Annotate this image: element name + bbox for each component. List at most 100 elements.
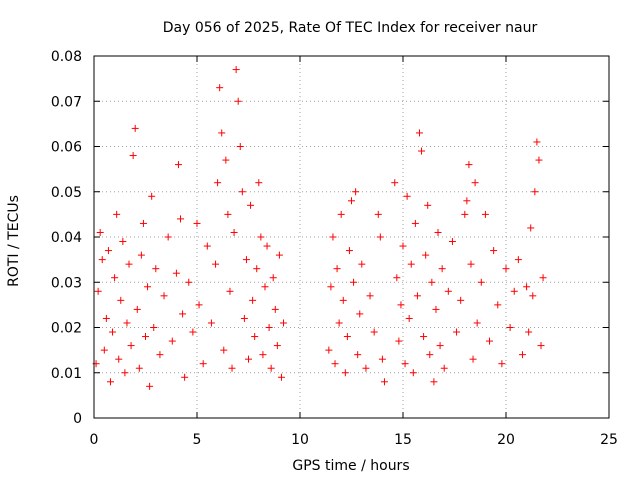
x-tick-label: 10 bbox=[291, 432, 309, 448]
x-axis-label: GPS time / hours bbox=[292, 458, 409, 474]
data-point bbox=[481, 210, 489, 218]
data-point bbox=[148, 192, 156, 200]
data-point bbox=[230, 228, 238, 236]
data-point bbox=[409, 369, 417, 377]
data-point bbox=[374, 210, 382, 218]
data-point bbox=[267, 364, 275, 372]
data-point bbox=[444, 287, 452, 295]
data-point bbox=[131, 124, 139, 132]
y-tick-label: 0.05 bbox=[51, 185, 82, 201]
data-point bbox=[335, 319, 343, 327]
data-point bbox=[362, 364, 370, 372]
data-point bbox=[174, 161, 182, 169]
data-point bbox=[465, 161, 473, 169]
data-point bbox=[432, 305, 440, 313]
data-point bbox=[117, 296, 125, 304]
data-point bbox=[527, 224, 535, 232]
data-point bbox=[224, 210, 232, 218]
data-point bbox=[104, 247, 112, 255]
data-point bbox=[242, 256, 250, 264]
x-tick-label: 20 bbox=[497, 432, 515, 448]
data-point bbox=[380, 378, 388, 386]
y-tick-label: 0.01 bbox=[51, 366, 82, 382]
data-point bbox=[94, 287, 102, 295]
data-point bbox=[100, 346, 108, 354]
data-point bbox=[245, 355, 252, 363]
data-point bbox=[502, 265, 510, 273]
data-point bbox=[471, 179, 479, 187]
grid-lines bbox=[94, 56, 609, 418]
x-axis-ticks: 0 5 10 15 20 25 bbox=[90, 56, 618, 448]
data-point bbox=[514, 256, 522, 264]
data-point bbox=[448, 238, 456, 246]
data-point bbox=[181, 373, 189, 381]
y-tick-label: 0.06 bbox=[51, 140, 82, 156]
data-point bbox=[473, 319, 481, 327]
data-point bbox=[424, 201, 432, 209]
data-point bbox=[123, 319, 131, 327]
data-point bbox=[212, 260, 220, 268]
data-point bbox=[453, 328, 461, 336]
data-point bbox=[354, 351, 362, 359]
data-point bbox=[220, 346, 228, 354]
data-point bbox=[214, 179, 222, 187]
data-point bbox=[177, 215, 185, 223]
data-point bbox=[234, 97, 242, 105]
data-point bbox=[525, 328, 533, 336]
data-point bbox=[218, 129, 226, 137]
data-point bbox=[253, 265, 261, 273]
x-tick-label: 5 bbox=[193, 432, 202, 448]
data-point bbox=[156, 351, 164, 359]
data-point bbox=[490, 247, 498, 255]
data-point bbox=[265, 324, 273, 331]
data-point bbox=[179, 310, 187, 318]
data-point bbox=[106, 378, 114, 386]
data-point bbox=[273, 342, 281, 350]
data-point bbox=[236, 143, 244, 150]
data-point bbox=[199, 360, 207, 368]
data-point bbox=[434, 228, 442, 236]
data-point bbox=[216, 84, 224, 92]
data-point bbox=[164, 233, 172, 241]
y-tick-label: 0.08 bbox=[51, 49, 82, 65]
y-tick-label: 0.03 bbox=[51, 275, 82, 291]
data-point bbox=[271, 305, 279, 313]
data-point bbox=[461, 210, 469, 218]
data-point bbox=[275, 251, 283, 259]
y-axis-label: ROTI / TECUs bbox=[6, 195, 22, 287]
data-point bbox=[331, 360, 339, 368]
data-point bbox=[393, 274, 401, 282]
y-axis-ticks: 0 0.01 0.02 0.03 0.04 0.05 0.06 0.07 0.08 bbox=[51, 49, 609, 427]
data-point bbox=[109, 328, 117, 336]
data-point bbox=[469, 355, 477, 363]
data-point bbox=[343, 333, 351, 341]
data-point bbox=[257, 233, 265, 241]
data-point bbox=[413, 292, 421, 300]
data-point bbox=[415, 129, 423, 137]
data-point bbox=[222, 156, 230, 164]
data-point bbox=[430, 378, 438, 386]
data-point bbox=[135, 364, 143, 372]
data-point bbox=[348, 197, 355, 205]
data-point bbox=[261, 283, 269, 291]
y-tick-label: 0.04 bbox=[51, 230, 82, 246]
data-point bbox=[438, 265, 446, 273]
data-point bbox=[486, 337, 494, 345]
data-points bbox=[92, 66, 547, 390]
x-tick-label: 0 bbox=[90, 432, 99, 448]
data-point bbox=[152, 265, 160, 273]
data-point bbox=[226, 287, 234, 295]
data-point bbox=[280, 319, 288, 327]
data-point bbox=[339, 296, 347, 304]
data-point bbox=[403, 192, 411, 200]
data-point bbox=[457, 296, 465, 304]
data-point bbox=[420, 333, 428, 341]
data-point bbox=[533, 138, 541, 146]
x-tick-label: 15 bbox=[394, 432, 412, 448]
data-point bbox=[535, 156, 543, 164]
data-point bbox=[195, 301, 203, 309]
data-point bbox=[498, 360, 506, 368]
data-point bbox=[102, 314, 110, 322]
data-point bbox=[358, 260, 366, 268]
data-point bbox=[411, 219, 419, 227]
